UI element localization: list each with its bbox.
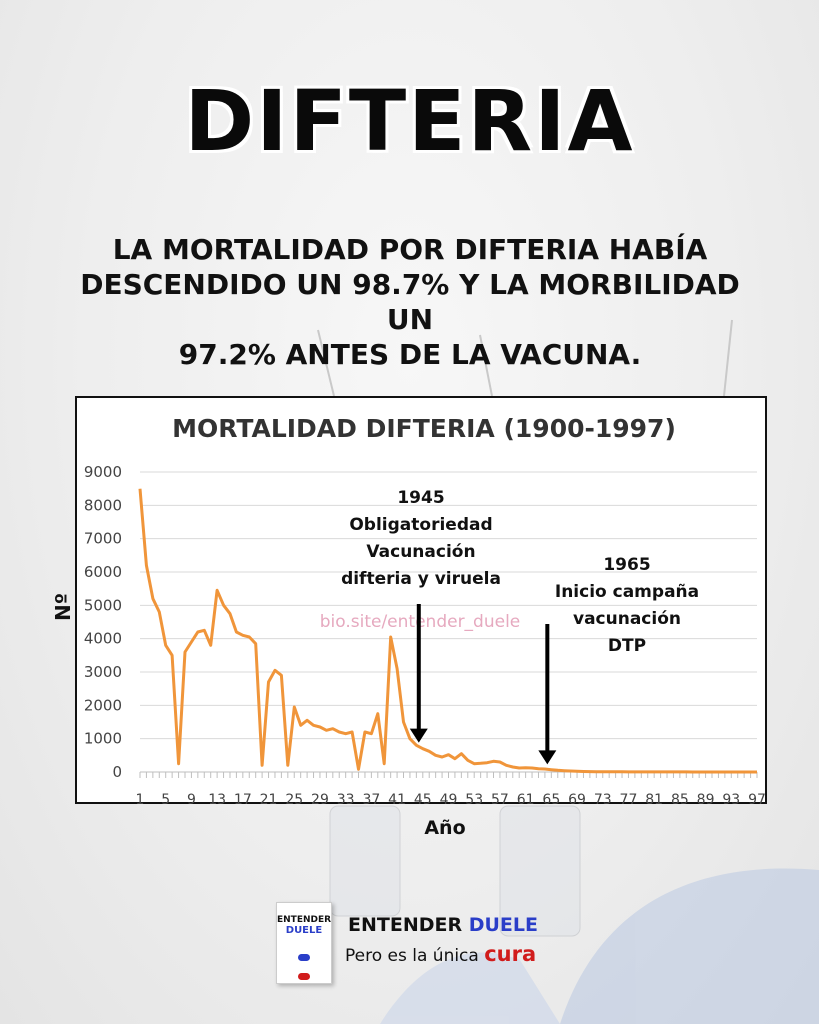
pill-icon (290, 946, 318, 980)
brand-tagline: Pero es la única cura (345, 942, 536, 966)
brand-name-b: DUELE (468, 914, 538, 936)
page-subtitle: LA MORTALIDAD POR DIFTERIA HABÍA DESCEND… (60, 232, 760, 372)
tagline-a: Pero es la única (345, 946, 479, 966)
brand-name: ENTENDER DUELE (348, 914, 538, 936)
tagline-b: cura (484, 942, 537, 966)
subtitle-line: LA MORTALIDAD POR DIFTERIA HABÍA (112, 233, 708, 266)
page-title: DIFTERIA (184, 72, 635, 170)
subtitle-line: 97.2% ANTES DE LA VACUNA. (178, 338, 642, 371)
book-title-line: ENTENDER (277, 915, 332, 925)
subtitle-line: DESCENDIDO UN 98.7% Y LA MORBILIDAD UN (80, 268, 740, 336)
brand-name-a: ENTENDER (348, 914, 463, 936)
book-title-line: DUELE (285, 925, 323, 936)
book-logo: ENTENDER DUELE (276, 902, 332, 984)
chart-panel (75, 396, 767, 804)
